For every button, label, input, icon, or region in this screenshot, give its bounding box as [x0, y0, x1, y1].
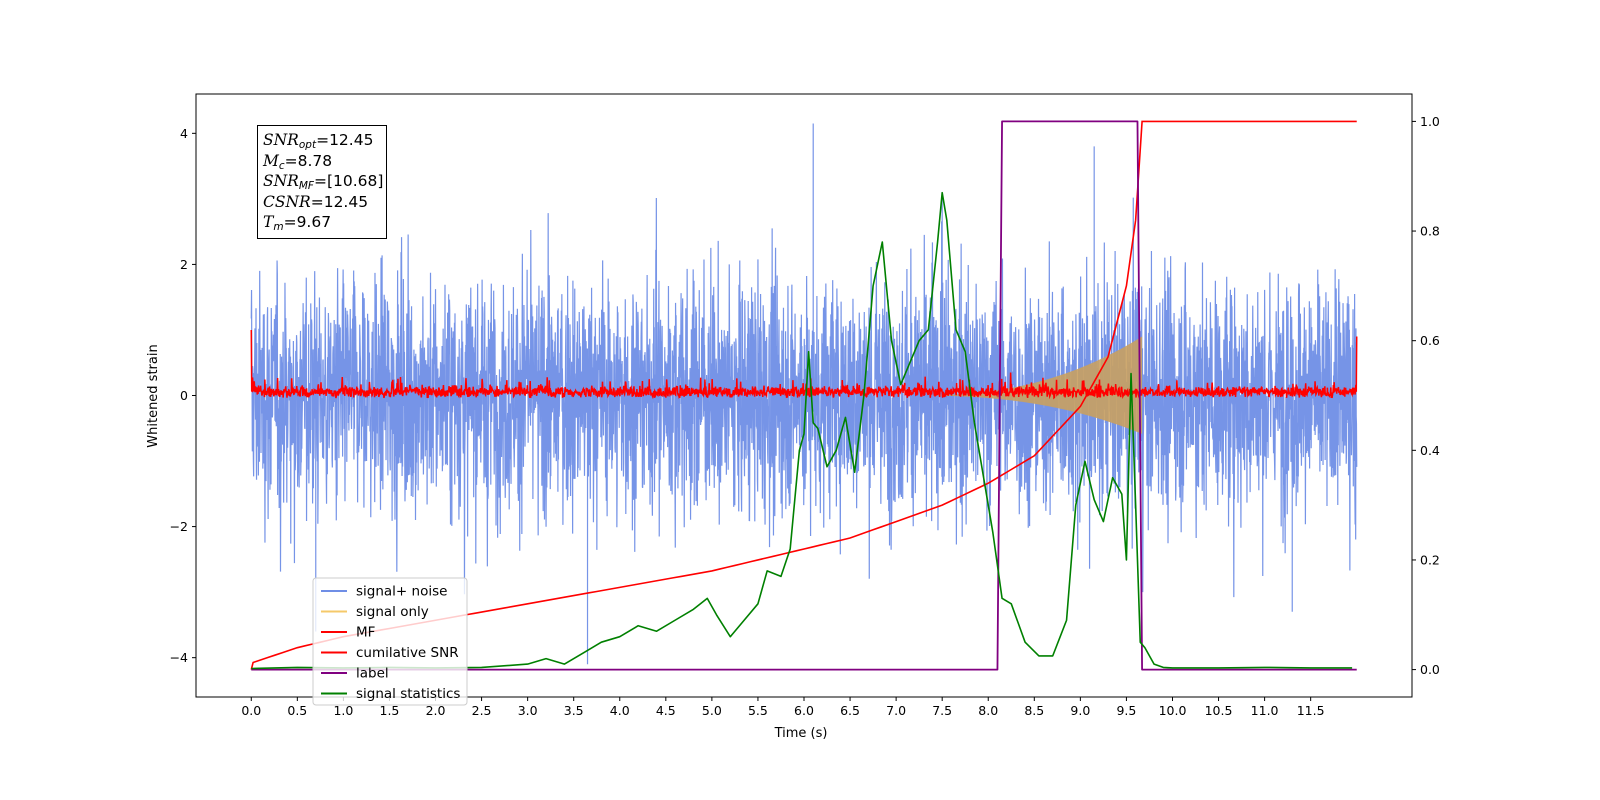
y-right-tick-label: 0.2	[1420, 552, 1440, 567]
x-tick-label: 2.0	[426, 703, 446, 718]
y-right-tick-label: 0.6	[1420, 333, 1440, 348]
legend-label: signal statistics	[356, 686, 460, 702]
annotation-mc: Mc=8.78	[263, 151, 333, 172]
annotation-snr-opt: SNRopt=12.45	[263, 131, 374, 151]
x-tick-label: 11.0	[1251, 703, 1279, 718]
x-tick-label: 5.5	[748, 703, 768, 718]
series-signal-noise	[250, 123, 1358, 665]
x-tick-label: 6.0	[794, 703, 814, 718]
y-left-tick-label: 0	[180, 388, 188, 403]
legend-label: cumilative SNR	[356, 645, 459, 661]
annotation-csnr: CSNR=12.45	[263, 192, 369, 211]
x-tick-label: 0.0	[241, 703, 261, 718]
axes: 0.0 0.5 1.0 1.5 2.0 2.5 3.0 3.5 4.0 4.5 5.0 5.5 6.0 6…	[170, 114, 1440, 718]
x-tick-label: 3.5	[564, 703, 584, 718]
x-tick-label: 3.0	[518, 703, 538, 718]
x-tick-label: 1.5	[380, 703, 400, 718]
legend-label: label	[356, 666, 389, 682]
x-tick-label: 2.5	[472, 703, 492, 718]
y-left-tick-label: −2	[170, 519, 188, 534]
x-tick-label: 7.0	[886, 703, 906, 718]
x-tick-label: 4.0	[610, 703, 630, 718]
x-tick-label: 5.0	[702, 703, 722, 718]
x-tick-label: 6.5	[840, 703, 860, 718]
y-left-tick-label: 2	[180, 257, 188, 272]
x-tick-label: 9.0	[1070, 703, 1090, 718]
x-tick-label: 10.0	[1159, 703, 1187, 718]
legend-label: signal only	[356, 604, 429, 620]
y-right-tick-label: 0.4	[1420, 443, 1440, 458]
y-right-tick-label: 1.0	[1420, 114, 1440, 129]
x-tick-label: 0.5	[287, 703, 307, 718]
x-tick-label: 8.0	[978, 703, 998, 718]
annotation-tm: Tm=9.67	[263, 213, 332, 233]
x-tick-label: 11.5	[1297, 703, 1325, 718]
legend-label: signal+ noise	[356, 584, 447, 600]
y-left-tick-label: −4	[170, 650, 188, 665]
x-tick-label: 4.5	[656, 703, 676, 718]
series-mf	[250, 329, 1358, 400]
x-tick-label: 8.5	[1024, 703, 1044, 718]
x-axis-label: Time (s)	[774, 726, 828, 741]
series-signal-only	[914, 336, 1143, 434]
series-signal-statistics	[251, 191, 1353, 670]
x-tick-label: 10.5	[1205, 703, 1233, 718]
legend-label: MF	[356, 625, 375, 641]
series-label	[251, 120, 1357, 671]
y-left-tick-label: 4	[180, 126, 188, 141]
annotation-box: SNRopt=12.45 Mc=8.78 SNRMF=[10.68] CSNR=…	[257, 125, 387, 239]
x-tick-label: 7.5	[932, 703, 952, 718]
y-right-tick-label: 0.0	[1420, 662, 1440, 677]
legend-box	[312, 577, 468, 706]
annotation-snr-mf: SNRMF=[10.68]	[263, 172, 384, 192]
y-right-tick-label: 0.8	[1420, 224, 1440, 239]
y-axis-label: Whitened strain	[146, 344, 161, 447]
legend: signal+ noise signal only MF cumilative SNR…	[312, 577, 468, 706]
x-tick-label: 9.5	[1116, 703, 1136, 718]
x-tick-label: 1.0	[333, 703, 353, 718]
